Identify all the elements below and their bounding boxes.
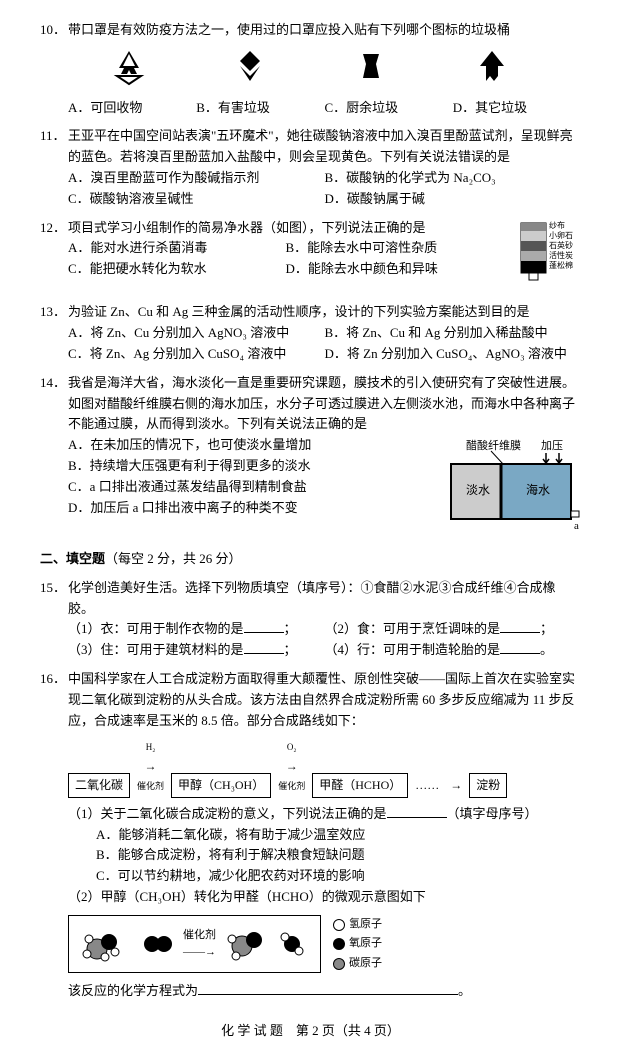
svg-text:小卵石: 小卵石 <box>549 230 573 240</box>
molecule-reactant-1 <box>77 924 137 964</box>
q13-num: 13． <box>40 302 68 323</box>
q10-opt-d: D．其它垃圾 <box>453 98 581 119</box>
flow-box-3: 甲醛（HCHO） <box>312 773 408 798</box>
q12-opt-a: A．能对水进行杀菌消毒 <box>68 238 286 259</box>
q15-item-4: （4）行：可用于制造轮胎的是。 <box>325 640 582 661</box>
page-footer: 化 学 试 题 第 2 页（共 4 页） <box>40 1021 581 1042</box>
section-2-label: 二、填空题 <box>40 551 105 566</box>
q12-text: 项目式学习小组制作的简易净水器（如图），下列说法正确的是 <box>68 218 503 239</box>
q12-num: 12． <box>40 218 68 239</box>
q14-diagram: 醋酸纤维膜 加压 淡水 海水 a <box>431 439 581 541</box>
blank-16-2 <box>198 981 458 995</box>
q11-opt-d: D．碳酸钠属于碱 <box>325 189 582 210</box>
blank-15-2 <box>500 619 540 633</box>
q13-opt-d: D．将 Zn 分别加入 CuSO₄、AgNO₃ 溶液中 <box>325 344 582 365</box>
svg-text:海水: 海水 <box>526 482 550 497</box>
flow-arrow-1: H₂→催化剂 <box>137 737 164 795</box>
q13-opt-a: A．将 Zn、Cu 分别加入 AgNO₃ 溶液中 <box>68 323 325 344</box>
legend-h-label: 氢原子 <box>349 916 382 934</box>
q13-text: 为验证 Zn、Cu 和 Ag 三种金属的活动性顺序，设计的下列实验方案能达到目的… <box>68 302 581 323</box>
flow-arrow-3: → <box>450 776 462 795</box>
blank-15-3 <box>244 640 284 654</box>
question-12: 纱布 小卵石 石英砂 活性炭 蓬松棉 12． 项目式学习小组制作的简易净水器（如… <box>40 218 581 295</box>
question-10: 10． 带口罩是有效防疫方法之一，使用过的口罩应投入贴有下列哪个图标的垃圾桶 A… <box>40 20 581 118</box>
molecule-product-1 <box>222 924 272 964</box>
q14-num: 14． <box>40 373 68 435</box>
section-2-note: （每空 2 分，共 26 分） <box>105 551 242 566</box>
flow-dots: …… <box>415 776 439 795</box>
legend-c-label: 碳原子 <box>349 955 382 973</box>
q15-text: 化学创造美好生活。选择下列物质填空（填序号）：①食醋②水泥③合成纤维④合成橡胶。 <box>68 578 581 620</box>
svg-text:a: a <box>574 520 579 532</box>
molecule-reactant-2 <box>137 924 177 964</box>
flow-box-1: 二氧化碳 <box>68 773 130 798</box>
question-16: 16． 中国科学家在人工合成淀粉方面取得重大颠覆性、原创性突破——国际上首次在实… <box>40 669 581 1002</box>
legend-o-label: 氧原子 <box>349 935 382 953</box>
flow-arrow-2: O₂→催化剂 <box>278 737 305 795</box>
recycle-icon <box>109 46 149 93</box>
q11-opt-b: B．碳酸钠的化学式为 Na₂CO₃ <box>325 168 582 189</box>
q11-text: 王亚平在中国空间站表演"五环魔术"，她往碳酸钠溶液中加入溴百里酚蓝试剂，呈现鲜亮… <box>68 126 581 168</box>
legend-h-icon <box>333 919 345 931</box>
q10-text: 带口罩是有效防疫方法之一，使用过的口罩应投入贴有下列哪个图标的垃圾桶 <box>68 20 581 41</box>
q13-opt-c: C．将 Zn、Ag 分别加入 CuSO₄ 溶液中 <box>68 344 325 365</box>
molecule-product-2 <box>272 924 312 964</box>
hazard-icon <box>230 46 270 93</box>
q10-icons <box>40 41 581 98</box>
q16-sub2-text: （2）甲醇（CH₃OH）转化为甲醛（HCHO）的微观示意图如下 <box>40 887 581 908</box>
section-2-title: 二、填空题（每空 2 分，共 26 分） <box>40 549 581 570</box>
other-waste-icon <box>472 46 512 93</box>
q15-num: 15． <box>40 578 68 620</box>
q16-sub1: （1）关于二氧化碳合成淀粉的意义，下列说法正确的是（填字母序号） <box>40 804 581 825</box>
q16-text: 中国科学家在人工合成淀粉方面取得重大颠覆性、原创性突破——国际上首次在实验室实现… <box>68 669 581 731</box>
svg-text:蓬松棉: 蓬松棉 <box>549 260 573 270</box>
q12-opt-c: C．能把硬水转化为软水 <box>68 259 286 280</box>
q16-sub1-c: C．可以节约耕地，减少化肥农药对环境的影响 <box>96 866 581 887</box>
q16-molecule-diagram: 催化剂――→ 氢原子 氧原子 碳原子 <box>40 914 581 975</box>
question-13: 13． 为验证 Zn、Cu 和 Ag 三种金属的活动性顺序，设计的下列实验方案能… <box>40 302 581 364</box>
q11-opt-c: C．碳酸钠溶液呈碱性 <box>68 189 325 210</box>
flow-box-2: 甲醇（CH₃OH） <box>171 773 271 798</box>
q15-item-3: （3）住：可用于建筑材料的是； <box>68 640 325 661</box>
svg-text:加压: 加压 <box>541 439 563 452</box>
question-14: 14． 我省是海洋大省，海水淡化一直是重要研究课题，膜技术的引入使研究有了突破性… <box>40 373 581 541</box>
q16-sub1-a: A．能够消耗二氧化碳，将有助于减少温室效应 <box>96 825 581 846</box>
q14-text: 我省是海洋大省，海水淡化一直是重要研究课题，膜技术的引入使研究有了突破性进展。如… <box>68 373 581 435</box>
q10-opt-b: B．有害垃圾 <box>196 98 324 119</box>
q10-opt-c: C．厨余垃圾 <box>325 98 453 119</box>
legend-c-icon <box>333 958 345 970</box>
flow-box-4: 淀粉 <box>469 773 507 798</box>
q16-equation: 该反应的化学方程式为。 <box>40 981 581 1002</box>
q11-opt-a: A．溴百里酚蓝可作为酸碱指示剂 <box>68 168 325 189</box>
legend-o-icon <box>333 938 345 950</box>
q10-opt-a: A．可回收物 <box>68 98 196 119</box>
q13-opt-b: B．将 Zn、Cu 和 Ag 分别加入稀盐酸中 <box>325 323 582 344</box>
q16-sub1-b: B．能够合成淀粉，将有利于解决粮食短缺问题 <box>96 845 581 866</box>
q12-opt-d: D．能除去水中颜色和异味 <box>286 259 504 280</box>
question-15: 15． 化学创造美好生活。选择下列物质填空（填序号）：①食醋②水泥③合成纤维④合… <box>40 578 581 661</box>
molecule-legend: 氢原子 氧原子 碳原子 <box>333 914 382 975</box>
svg-text:淡水: 淡水 <box>466 483 490 497</box>
svg-text:石英砂: 石英砂 <box>549 240 573 250</box>
q15-item-2: （2）食：可用于烹饪调味的是； <box>325 619 582 640</box>
blank-15-4 <box>500 640 540 654</box>
question-11: 11． 王亚平在中国空间站表演"五环魔术"，她往碳酸钠溶液中加入溴百里酚蓝试剂，… <box>40 126 581 209</box>
q12-opt-b: B．能除去水中可溶性杂质 <box>286 238 504 259</box>
q12-diagram: 纱布 小卵石 石英砂 活性炭 蓬松棉 <box>511 218 581 295</box>
catalyst-label: 催化剂――→ <box>183 927 216 962</box>
blank-16-1 <box>387 804 447 818</box>
q16-num: 16． <box>40 669 68 731</box>
q10-num: 10． <box>40 20 68 41</box>
q15-item-1: （1）衣：可用于制作衣物的是； <box>68 619 325 640</box>
q16-flowchart: 二氧化碳 H₂→催化剂 甲醇（CH₃OH） O₂→催化剂 甲醛（HCHO） ……… <box>40 737 581 798</box>
label-gauze: 纱布 <box>549 220 565 230</box>
food-waste-icon <box>351 46 391 93</box>
svg-text:醋酸纤维膜: 醋酸纤维膜 <box>466 439 521 452</box>
svg-text:活性炭: 活性炭 <box>549 250 573 260</box>
blank-15-1 <box>244 619 284 633</box>
q11-num: 11． <box>40 126 68 168</box>
